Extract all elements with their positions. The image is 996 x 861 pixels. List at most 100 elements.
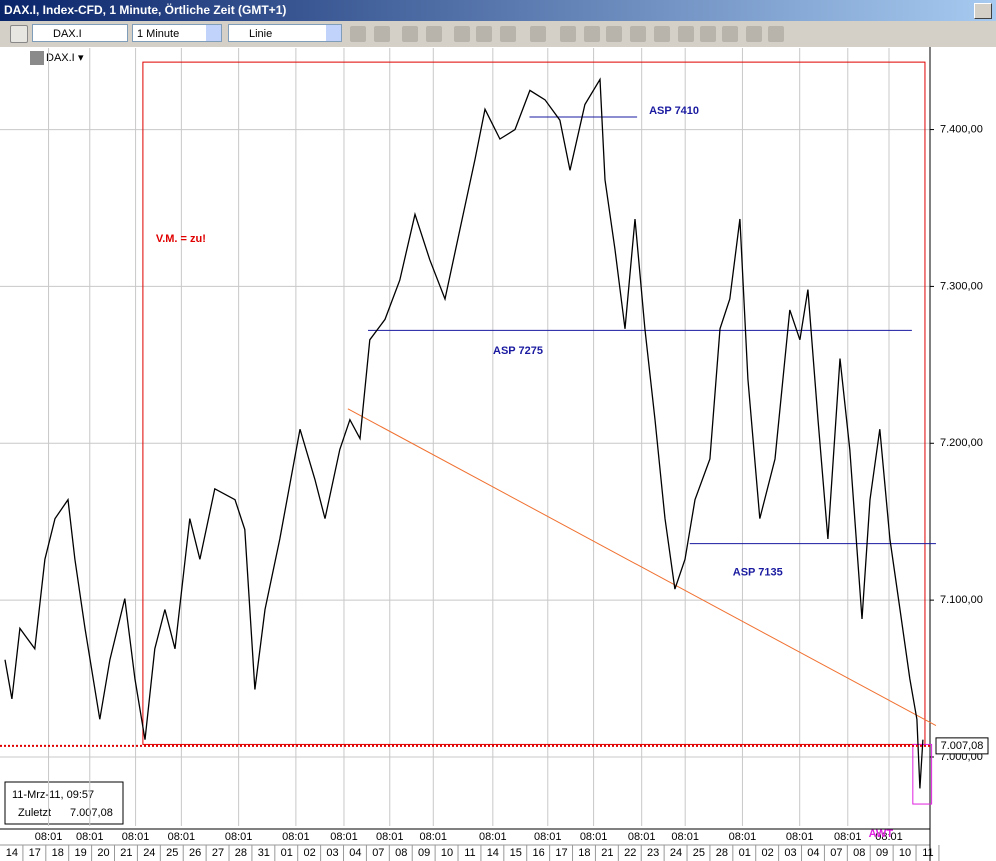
annotation-box: [142, 61, 926, 745]
x-tick-label: 08:01: [76, 831, 104, 843]
annotation-label: AWT: [869, 828, 894, 840]
x-category-label: 21: [120, 847, 132, 859]
x-category-label: 25: [166, 847, 178, 859]
crosshair-tool[interactable]: [374, 26, 390, 42]
tool[interactable]: [722, 26, 738, 42]
interval-combo[interactable]: 1 Minute: [132, 24, 222, 42]
x-category-label: 21: [601, 847, 613, 859]
support-label: ASP 7275: [493, 345, 543, 357]
support-label: ASP 7135: [733, 567, 783, 579]
y-tick-label: 7.100,00: [940, 594, 983, 606]
annotation-label: V.M. = zu!: [156, 233, 206, 245]
tool[interactable]: [678, 26, 694, 42]
indicator-tool[interactable]: [500, 26, 516, 42]
dropdown[interactable]: [206, 25, 221, 41]
x-category-label: 01: [281, 847, 293, 859]
x-tick-label: 08:01: [35, 831, 63, 843]
x-tick-label: 08:01: [534, 831, 562, 843]
x-category-label: 17: [29, 847, 41, 859]
tool[interactable]: [606, 26, 622, 42]
up-button[interactable]: [10, 25, 28, 43]
last-price-box: [935, 737, 989, 755]
dropdown[interactable]: [326, 25, 341, 41]
info-label: Zuletzt: [18, 807, 51, 819]
x-tick-label: 08:01: [330, 831, 358, 843]
x-category-label: 25: [693, 847, 705, 859]
line-tool[interactable]: [530, 26, 546, 42]
price-line: [4, 77, 924, 789]
x-category-label: 18: [52, 847, 64, 859]
x-category-label: 19: [74, 847, 86, 859]
x-category-label: 10: [899, 847, 911, 859]
interval: 1 Minute: [137, 28, 180, 40]
tool[interactable]: [654, 26, 670, 42]
x-category-label: 04: [807, 847, 819, 859]
info-datetime: 11-Mrz-11, 09:57: [12, 789, 94, 801]
x-category-label: 22: [624, 847, 636, 859]
y-tick-label: 7.200,00: [940, 437, 983, 449]
x-category-label: 26: [189, 847, 201, 859]
info-value: 7.007,08: [70, 807, 113, 819]
x-category-label: 10: [441, 847, 453, 859]
x-category-label: 17: [555, 847, 567, 859]
x-category-label: 24: [670, 847, 682, 859]
scale-tool[interactable]: [476, 26, 492, 42]
x-category-label: 08: [395, 847, 407, 859]
x-category-label: 02: [303, 847, 315, 859]
close-button[interactable]: [974, 3, 992, 19]
x-tick-label: 08:01: [729, 831, 757, 843]
symbol-icon: [30, 51, 44, 65]
symbol-combo[interactable]: DAX.I: [32, 24, 128, 42]
x-tick-label: 08:01: [168, 831, 196, 843]
x-category-label: 03: [784, 847, 796, 859]
tool[interactable]: [700, 26, 716, 42]
x-tick-label: 08:01: [479, 831, 507, 843]
x-category-label: 18: [578, 847, 590, 859]
chart-symbol[interactable]: DAX.I: [46, 52, 75, 64]
x-tick-label: 08:01: [122, 831, 150, 843]
tool[interactable]: [768, 26, 784, 42]
chart: DAX.I ▾ 11-Mrz-11, 09:57 Zuletzt 7.007,0…: [0, 47, 996, 861]
info-tool[interactable]: [402, 26, 418, 42]
grid-tool[interactable]: [426, 26, 442, 42]
x-category-label: 01: [739, 847, 751, 859]
eraser-tool[interactable]: [560, 26, 576, 42]
x-tick-label: 08:01: [376, 831, 404, 843]
toolbar: DAX.I 1 Minute Linie: [0, 21, 996, 47]
tool[interactable]: [630, 26, 646, 42]
x-category-label: 07: [372, 847, 384, 859]
window-title: DAX.I, Index-CFD, 1 Minute, Örtliche Zei…: [4, 3, 287, 17]
x-category-label: 08: [853, 847, 865, 859]
tool[interactable]: [746, 26, 762, 42]
x-category-label: 09: [876, 847, 888, 859]
cursor-tool[interactable]: [350, 26, 366, 42]
x-category-label: 15: [510, 847, 522, 859]
tool[interactable]: [584, 26, 600, 42]
x-tick-label: 08:01: [671, 831, 699, 843]
x-category-label: 02: [762, 847, 774, 859]
y-tick-label: 7.400,00: [940, 123, 983, 135]
x-tick-label: 08:01: [875, 831, 903, 843]
zoom-tool[interactable]: [454, 26, 470, 42]
x-tick-label: 08:01: [580, 831, 608, 843]
x-tick-label: 08:01: [834, 831, 862, 843]
x-category-label: 20: [97, 847, 109, 859]
x-category-label: 14: [487, 847, 499, 859]
x-category-label: 28: [716, 847, 728, 859]
x-category-label: 03: [326, 847, 338, 859]
chart-background: [0, 47, 996, 829]
dropdown-arrow[interactable]: ▾: [78, 52, 84, 64]
x-category-label: 27: [212, 847, 224, 859]
x-category-label: 04: [349, 847, 361, 859]
style-combo[interactable]: Linie: [228, 24, 342, 42]
x-category-label: 11: [922, 847, 933, 859]
x-category-label: 14: [6, 847, 18, 859]
x-category-label: 09: [418, 847, 430, 859]
symbol: DAX.I: [53, 28, 82, 40]
support-label: ASP 7410: [649, 105, 699, 117]
y-tick-label: 7.300,00: [940, 280, 983, 292]
x-tick-label: 08:01: [282, 831, 310, 843]
x-category-label: 16: [533, 847, 545, 859]
x-tick-label: 08:01: [225, 831, 253, 843]
